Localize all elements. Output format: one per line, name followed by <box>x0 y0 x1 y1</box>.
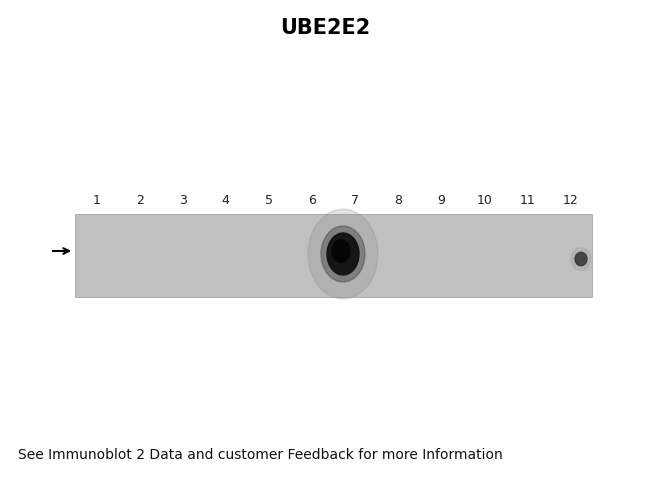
Text: 9: 9 <box>437 193 445 206</box>
Text: 4: 4 <box>222 193 229 206</box>
Text: 1: 1 <box>92 193 101 206</box>
Ellipse shape <box>571 248 591 271</box>
Text: UBE2E2: UBE2E2 <box>280 18 370 38</box>
Ellipse shape <box>308 210 378 299</box>
Text: 7: 7 <box>351 193 359 206</box>
Ellipse shape <box>321 227 365 282</box>
Ellipse shape <box>327 233 359 276</box>
Text: 12: 12 <box>563 193 578 206</box>
Text: 5: 5 <box>265 193 273 206</box>
Text: 6: 6 <box>308 193 316 206</box>
Text: 3: 3 <box>179 193 187 206</box>
Text: 11: 11 <box>519 193 535 206</box>
Text: 8: 8 <box>394 193 402 206</box>
Text: 2: 2 <box>136 193 144 206</box>
Ellipse shape <box>332 240 350 263</box>
Bar <box>75 215 592 298</box>
Text: 10: 10 <box>476 193 492 206</box>
Text: See Immunoblot 2 Data and customer Feedback for more Information: See Immunoblot 2 Data and customer Feedb… <box>18 447 502 461</box>
Ellipse shape <box>575 253 587 266</box>
